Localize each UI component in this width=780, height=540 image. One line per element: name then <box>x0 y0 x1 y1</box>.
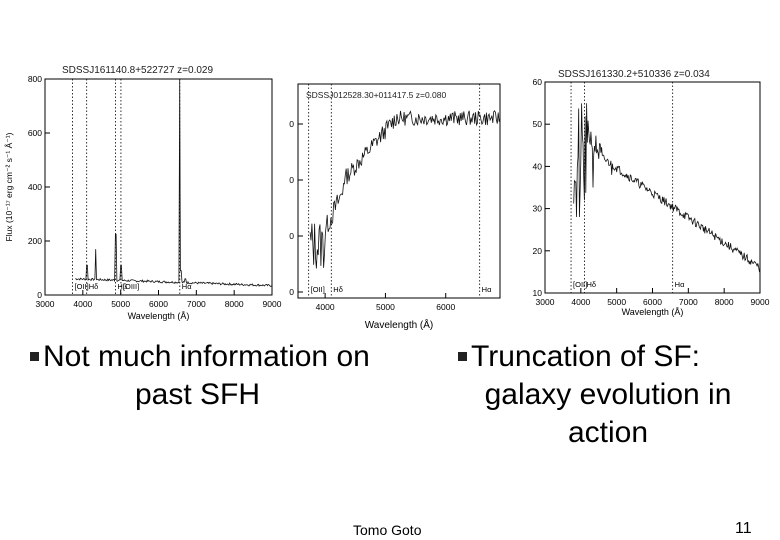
y-tick-label: 10 <box>533 288 543 298</box>
y-tick-label: 30 <box>533 204 543 214</box>
emission-line-label: [OII] <box>75 282 89 291</box>
bullet-left-line1: Not much information on <box>43 340 370 373</box>
x-tick-label: 5000 <box>376 302 395 312</box>
x-tick-label: 6000 <box>643 297 662 307</box>
x-tick-label: 9000 <box>263 299 282 309</box>
bullet-right-line3: action <box>567 416 649 449</box>
spectrum-chart-2: SDSSJ012528.30+011417.5 z=0.080 4000 5000 6… <box>289 83 501 331</box>
bullet-right-line1: Truncation of SF: <box>471 340 700 373</box>
x-tick-label: 5000 <box>607 297 626 307</box>
y-tick-label: 0 <box>289 287 294 297</box>
x-tick-label: 6000 <box>149 299 168 309</box>
emission-line-label: [OII] <box>311 285 325 294</box>
spectrum-panel-3: SDSSJ161330.2+510336 z=0.034 3000 4000 5000… <box>520 60 780 330</box>
x-tick-label: 7000 <box>679 297 698 307</box>
x-tick-label: 8000 <box>225 299 244 309</box>
x-axis-label: Wavelength (Å) <box>365 318 434 331</box>
y-tick-label: 0 <box>289 119 294 129</box>
emission-line-label: Hα <box>482 285 492 294</box>
footer-author: Tomo Goto <box>353 522 422 538</box>
x-tick-label: 4000 <box>571 297 590 307</box>
y-tick-label: 40 <box>533 161 543 171</box>
emission-line-label: Hδ <box>89 282 99 291</box>
bullet-right-line2: galaxy evolution in <box>484 378 732 411</box>
emission-line-label: Hδ <box>333 285 343 294</box>
emission-line-label: Hα <box>182 282 192 291</box>
spectrum-chart-3: SDSSJ161330.2+510336 z=0.034 3000 4000 5000… <box>533 69 770 317</box>
bullet-left-line2: past SFH <box>134 378 261 411</box>
y-tick-label: 0 <box>289 231 294 241</box>
bullet-square-icon <box>30 351 39 361</box>
chart-title: SDSSJ012528.30+011417.5 z=0.080 <box>306 90 446 100</box>
chart-title: SDSSJ161330.2+510336 z=0.034 <box>558 69 710 80</box>
x-tick-label: 4000 <box>73 299 92 309</box>
y-tick-label: 600 <box>28 128 42 138</box>
y-tick-label: 20 <box>533 246 543 256</box>
chart-title: SDSSJ161140.8+522727 z=0.029 <box>62 65 213 76</box>
emission-line-label: Hα <box>675 280 685 289</box>
x-tick-label: 4000 <box>316 302 335 312</box>
emission-line-label: Hδ <box>586 280 596 289</box>
spectrum-series-1 <box>75 78 273 287</box>
y-tick-label: 400 <box>28 182 42 192</box>
y-tick-label: 60 <box>533 77 543 87</box>
x-tick-label: 5000 <box>111 299 130 309</box>
x-tick-label: 9000 <box>751 297 770 307</box>
bullet-right: Truncation of SF: galaxy evolution in ac… <box>458 338 758 452</box>
x-tick-label: 3000 <box>536 297 555 307</box>
x-tick-label: 8000 <box>715 297 734 307</box>
x-tick-label: 6000 <box>436 302 455 312</box>
spectrum-panel-2: SDSSJ012528.30+011417.5 z=0.080 4000 5000 6… <box>280 70 520 340</box>
x-tick-label: 7000 <box>187 299 206 309</box>
y-axis-label: Flux (10⁻¹⁷ erg cm⁻² s⁻¹ Å⁻¹) <box>4 132 14 241</box>
y-tick-label: 800 <box>28 74 42 84</box>
plot-frame <box>44 78 273 296</box>
x-tick-label: 3000 <box>36 299 55 309</box>
spectrum-series-3 <box>573 103 761 273</box>
x-axis-label: Wavelength (Å) <box>128 311 190 321</box>
spectrum-series-2 <box>309 110 501 269</box>
y-tick-label: 0 <box>37 290 42 300</box>
y-tick-label: 0 <box>289 175 294 185</box>
bullet-left: Not much information on past SFH <box>30 338 420 414</box>
plot-frame <box>297 83 501 299</box>
x-axis-label: Wavelength (Å) <box>622 307 684 317</box>
y-tick-label: 200 <box>28 236 42 246</box>
emission-line-label: [OII] <box>573 280 587 289</box>
y-tick-label: 50 <box>533 119 543 129</box>
page-number: 11 <box>735 520 752 537</box>
spectrum-panel-1: SDSSJ161140.8+522727 z=0.029 3000 4000 5000… <box>0 55 282 330</box>
emission-line-label: [OIII] <box>123 282 139 291</box>
emission-line-label: Hβ <box>117 282 127 291</box>
bullet-square-icon <box>458 351 467 361</box>
